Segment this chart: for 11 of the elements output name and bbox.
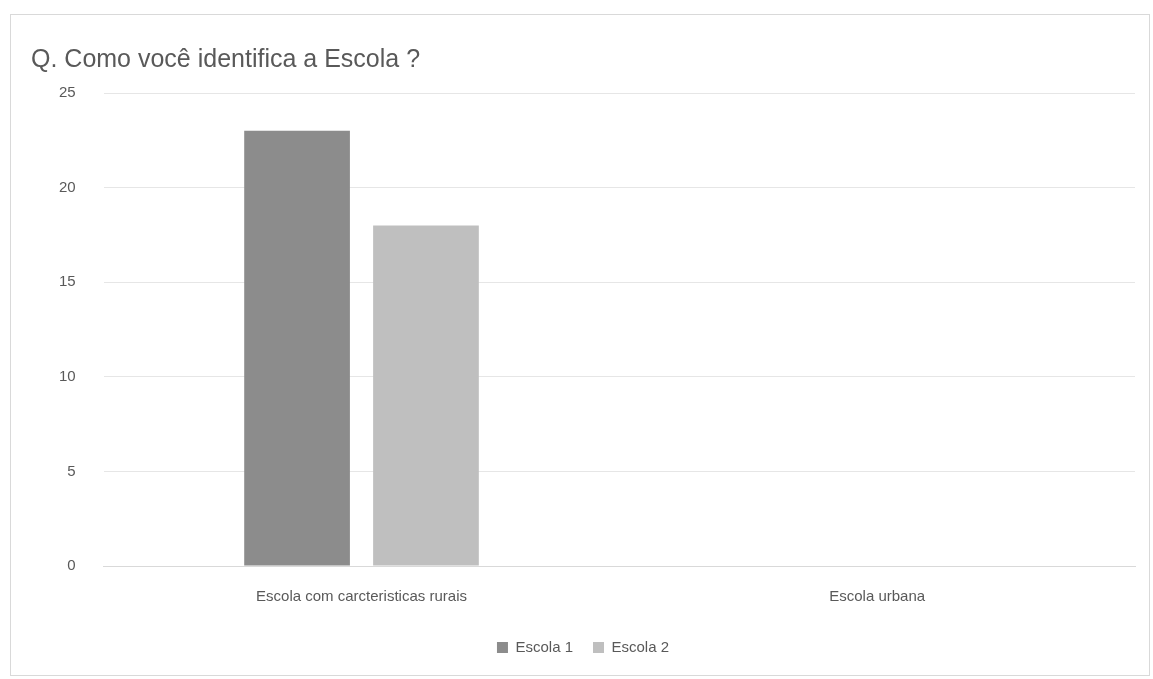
chart-title: Q. Como você identifica a Escola ?: [31, 43, 421, 72]
legend-label: Escola 2: [611, 637, 670, 655]
x-tick-label: Escola urbana: [829, 587, 926, 605]
y-tick-label: 25: [59, 83, 76, 101]
legend-label: Escola 1: [515, 637, 574, 655]
y-tick-label: 15: [59, 272, 76, 290]
y-tick-label: 20: [59, 177, 76, 195]
y-tick-label: 10: [59, 366, 76, 384]
y-tick-label: 5: [67, 461, 76, 479]
x-tick-label: Escola com carcteristicas rurais: [256, 587, 467, 605]
y-tick-label: 0: [67, 556, 76, 574]
